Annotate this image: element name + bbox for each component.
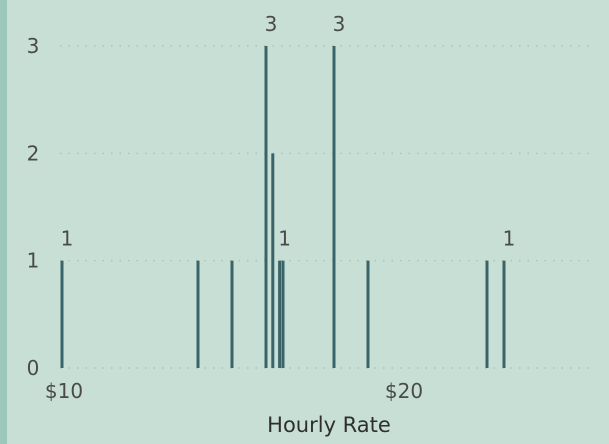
data-label: 1: [278, 227, 291, 251]
y-tick-label: 1: [27, 249, 40, 273]
data-label: 3: [333, 12, 346, 36]
y-tick-label: 2: [27, 141, 40, 165]
data-label: 1: [503, 227, 516, 251]
data-label: 1: [61, 227, 74, 251]
x-tick-label: $20: [385, 379, 423, 403]
bars: [60, 46, 506, 368]
data-labels: 1 3 1 3 1: [61, 12, 516, 251]
y-axis-ticks: 0 1 2 3: [27, 34, 40, 380]
x-tick-label: $10: [45, 379, 83, 403]
x-axis-ticks: $10 $20: [45, 379, 423, 403]
left-accent-bar: [0, 0, 7, 444]
y-tick-label: 0: [27, 356, 40, 380]
data-label: 3: [265, 12, 278, 36]
y-tick-label: 3: [27, 34, 40, 58]
grid-lines: [60, 45, 592, 369]
x-axis-title: Hourly Rate: [267, 413, 391, 437]
